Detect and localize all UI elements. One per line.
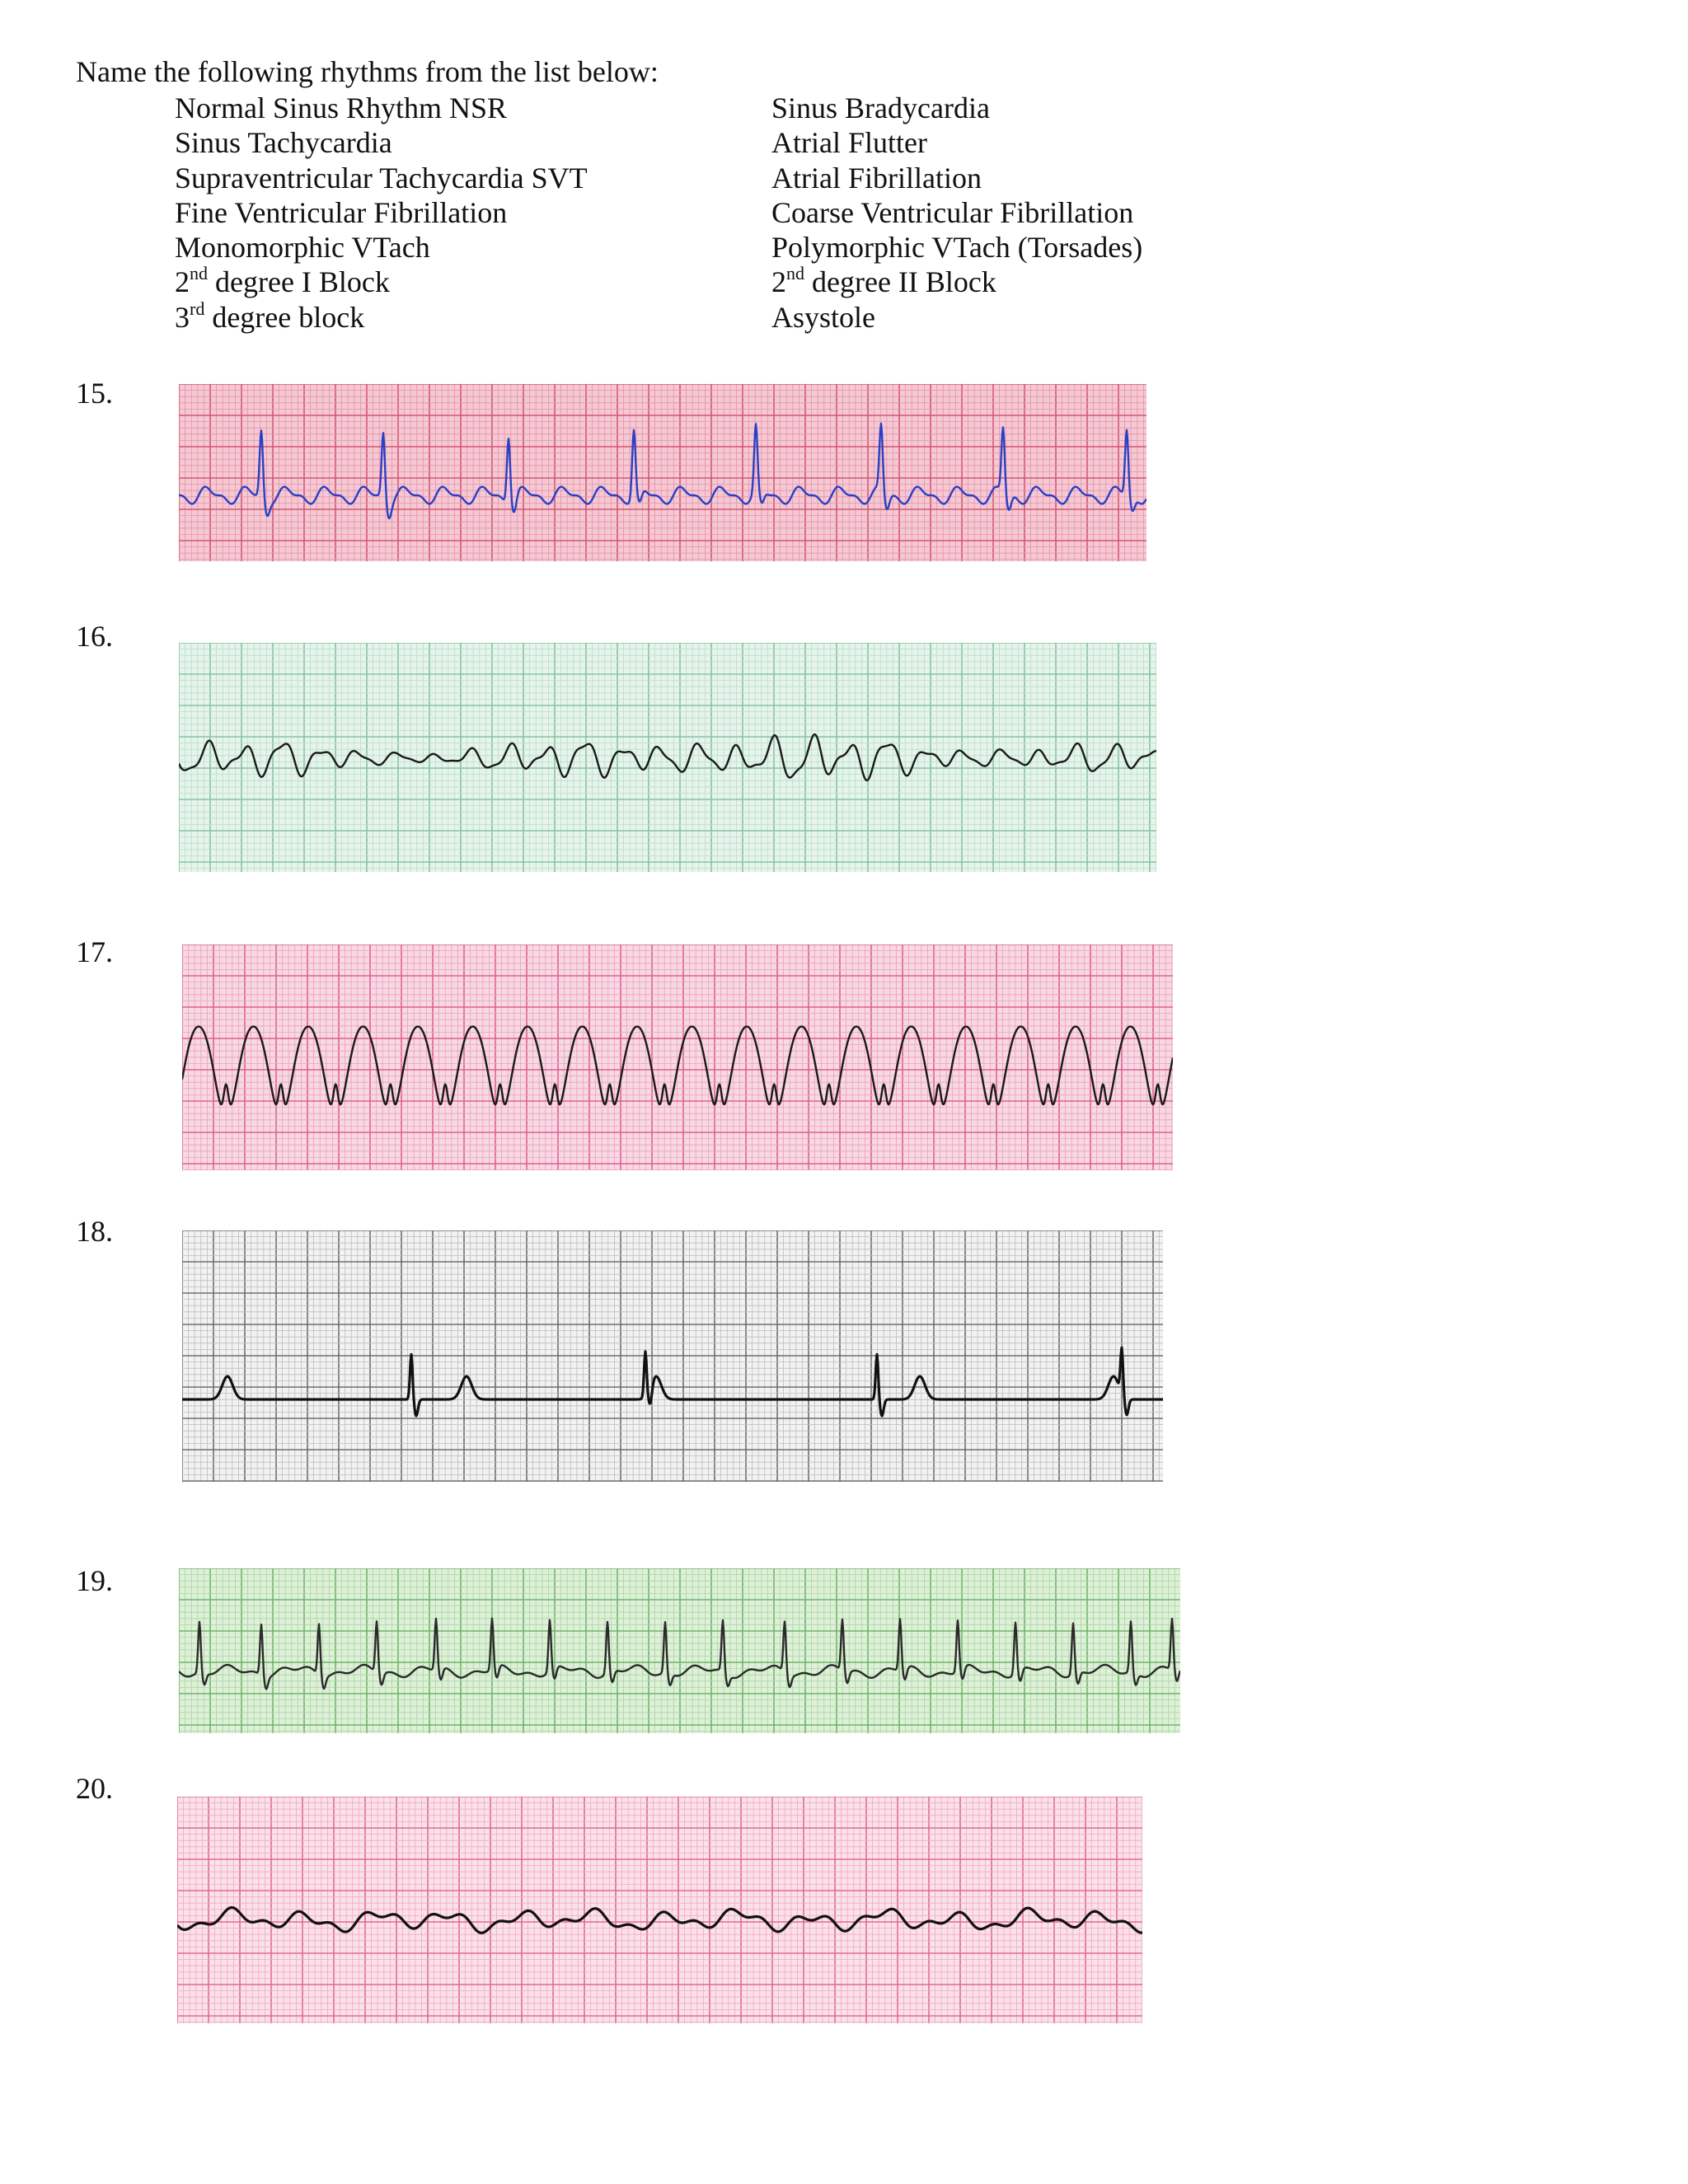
question-number-18: 18. xyxy=(76,1215,113,1248)
rhythm-option: Polymorphic VTach (Torsades) xyxy=(771,231,1143,265)
ecg-trace xyxy=(179,1617,1180,1690)
rhythm-option: Fine Ventricular Fibrillation xyxy=(175,195,508,229)
ecg-trace xyxy=(179,733,1156,782)
instructions-heading: Name the following rhythms from the list… xyxy=(76,55,659,88)
question-number-20: 20. xyxy=(76,1772,113,1805)
rhythm-options-left-column: Normal Sinus Rhythm NSR Sinus Tachycardia… xyxy=(175,91,588,335)
rhythm-option-ordinal: 2 xyxy=(175,265,190,299)
rhythm-option: Atrial Fibrillation xyxy=(771,161,982,194)
rhythm-option-rest: degree block xyxy=(204,300,365,334)
ecg-grid xyxy=(179,643,1156,872)
ecg-paper xyxy=(179,384,1146,561)
ecg-strip-16 xyxy=(179,643,1156,872)
rhythm-option: 2nd degree I Block xyxy=(175,265,588,299)
rhythm-option: Normal Sinus Rhythm NSR xyxy=(175,91,508,124)
question-number-17: 17. xyxy=(76,935,113,968)
question-number-15: 15. xyxy=(76,377,113,410)
ecg-trace xyxy=(179,422,1146,520)
ecg-strip-15 xyxy=(179,384,1146,561)
ecg-grid xyxy=(182,944,1173,1170)
rhythm-option-ordinal: 3 xyxy=(175,300,190,334)
rhythm-option-rest: degree I Block xyxy=(208,265,390,299)
rhythm-option-rest: degree II Block xyxy=(804,265,996,299)
rhythm-option-ordinal: 2 xyxy=(771,265,786,299)
ecg-trace xyxy=(177,1905,1142,1934)
rhythm-option-ordinal-suffix: nd xyxy=(786,263,804,284)
ecg-grid xyxy=(179,1568,1180,1733)
rhythm-option: Coarse Ventricular Fibrillation xyxy=(771,195,1134,229)
rhythm-option: Monomorphic VTach xyxy=(175,231,430,265)
rhythm-option-ordinal-suffix: nd xyxy=(190,263,208,284)
rhythm-option: 2nd degree II Block xyxy=(771,265,1142,299)
rhythm-option: Asystole xyxy=(771,300,875,334)
rhythm-option: Supraventricular Tachycardia SVT xyxy=(175,161,588,194)
rhythm-option: Atrial Flutter xyxy=(771,126,927,160)
rhythm-option: Sinus Tachycardia xyxy=(175,126,392,160)
ecg-strip-17 xyxy=(182,944,1173,1170)
question-number-19: 19. xyxy=(76,1564,113,1597)
ecg-trace xyxy=(182,1346,1163,1418)
rhythm-option: Sinus Bradycardia xyxy=(771,91,990,124)
ecg-grid xyxy=(177,1797,1142,2023)
ecg-grid xyxy=(182,1230,1163,1482)
question-number-16: 16. xyxy=(76,620,113,653)
ecg-trace xyxy=(182,1025,1173,1106)
ecg-strip-18 xyxy=(182,1230,1163,1482)
ecg-grid xyxy=(179,384,1146,561)
ecg-strip-20 xyxy=(177,1797,1142,2023)
rhythm-option: 3rd degree block xyxy=(175,298,588,335)
rhythm-options-right-column: Sinus Bradycardia Atrial Flutter Atrial Fi… xyxy=(771,91,1142,335)
ecg-strip-19 xyxy=(179,1568,1180,1733)
rhythm-option-ordinal-suffix: rd xyxy=(190,298,205,319)
